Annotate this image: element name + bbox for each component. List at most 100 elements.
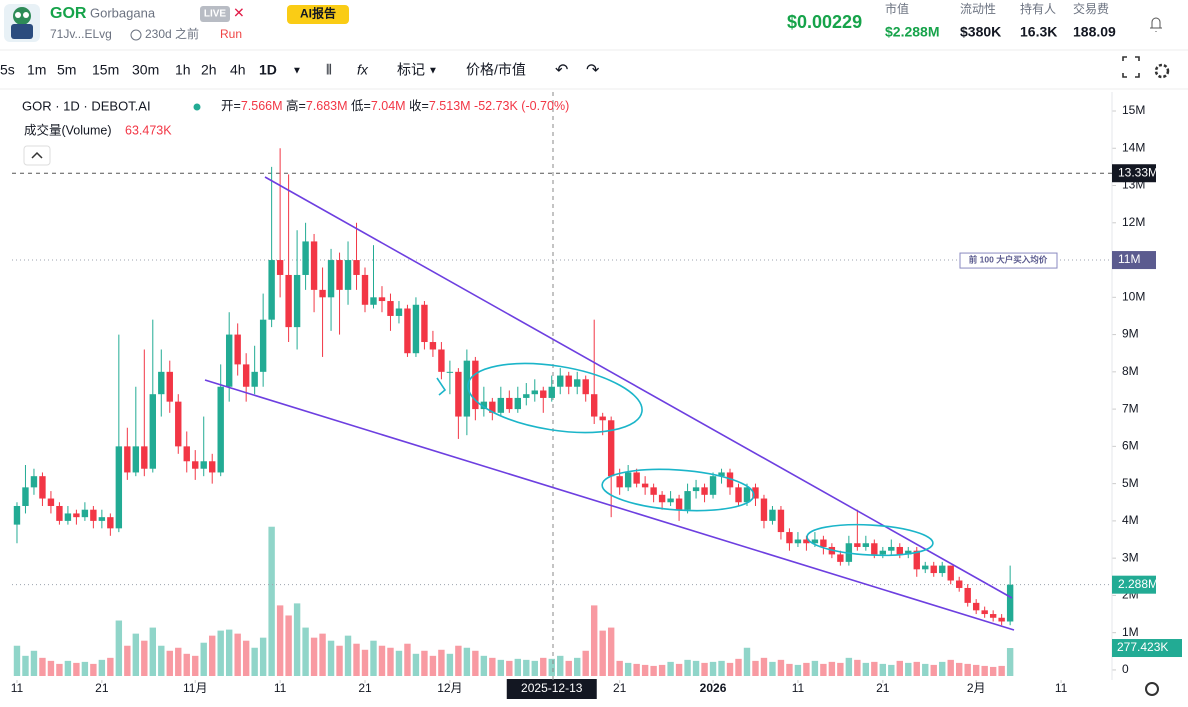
interval[interactable]: 4h [230, 62, 246, 78]
candle-body [1006, 584, 1014, 622]
x-tick-label: 2026 [700, 681, 727, 695]
volume-bar [548, 658, 555, 676]
interval[interactable]: 1D [259, 62, 277, 78]
stat-label: 交易费 [1073, 1, 1109, 16]
candle-body [616, 476, 623, 488]
collapse-icon [31, 151, 43, 159]
volume-bar [242, 640, 250, 676]
candle-body [675, 498, 683, 510]
ai-text: AI报告 [300, 6, 336, 21]
candle-body [820, 539, 827, 547]
volume-bar [30, 650, 38, 676]
fx-icon[interactable]: fx [357, 62, 369, 78]
volume-bar [786, 663, 793, 676]
ellipse [467, 362, 643, 434]
fullscreen[interactable] [1122, 56, 1140, 78]
volume-bar [616, 660, 623, 676]
candle-body [175, 401, 182, 447]
price-tag [1112, 251, 1156, 270]
candle-body [862, 543, 870, 547]
volume-bar [879, 663, 887, 676]
candle-body [446, 371, 454, 373]
candle-body [115, 446, 123, 529]
interval[interactable]: 1m [27, 62, 46, 78]
y-tick-label: 0 [1122, 662, 1129, 676]
candle-icon[interactable]: ⫴ [326, 62, 332, 78]
volume-bar [701, 662, 708, 676]
candle-body [599, 416, 606, 421]
bell[interactable] [1150, 17, 1162, 32]
candle-body [760, 498, 768, 521]
volume-bar [64, 660, 72, 676]
y-tick-label: 14M [1122, 140, 1145, 154]
volume-bar [353, 643, 360, 676]
interval[interactable]: 15m [92, 62, 119, 78]
candle-body [794, 539, 802, 544]
axis-settings[interactable] [1145, 682, 1159, 696]
stat-label: 流动性 [960, 2, 996, 16]
volume-bar [132, 633, 140, 676]
ohlc-label: 低= [351, 99, 371, 113]
redo[interactable]: ↷ [586, 62, 600, 79]
live-badge [200, 6, 230, 22]
x-tick-label: 12月 [437, 681, 462, 695]
candle-body [480, 401, 488, 410]
settings[interactable] [1154, 63, 1170, 79]
candle-body [242, 364, 250, 387]
candle-body [276, 260, 284, 275]
volume-bar [837, 662, 844, 676]
volume-bar [13, 645, 21, 676]
candle-body [455, 371, 462, 417]
candle-body [972, 602, 980, 611]
volume-bar [251, 647, 258, 676]
interval[interactable]: 1h [175, 62, 191, 78]
volume-bar [726, 662, 734, 676]
volume-tag-label: 277.423K [1117, 640, 1168, 654]
ellipse [806, 523, 934, 557]
candle-body [565, 375, 572, 387]
volume-bar [56, 663, 63, 676]
candle-body [319, 289, 326, 298]
y-tick-label: 9M [1122, 327, 1139, 341]
x-tick-label: 21 [613, 681, 627, 695]
stat-value: 188.09 [1073, 24, 1116, 40]
ai-badge[interactable] [287, 5, 349, 24]
volume-bar [752, 660, 759, 676]
marks[interactable]: 标记 [397, 62, 425, 78]
collapse-button[interactable] [23, 145, 51, 166]
volume-value: 63.473K [125, 123, 172, 137]
x-icon[interactable]: ✕ [233, 5, 245, 21]
volume-bar [141, 640, 148, 676]
volume-bar [319, 633, 326, 676]
undo[interactable]: ↶ [555, 62, 568, 79]
candle-body [540, 390, 547, 398]
volume-bar [327, 640, 335, 676]
candle-body [582, 379, 589, 395]
volume-bar [607, 627, 615, 676]
interval[interactable]: 2h [201, 62, 217, 78]
volume-bar [344, 635, 352, 676]
volume-bar [582, 650, 589, 676]
interval-caret[interactable]: ▼ [292, 66, 302, 77]
volume-bar [455, 645, 462, 676]
candle-body [463, 360, 471, 417]
volume-bar [39, 657, 46, 676]
candle-body [922, 565, 929, 570]
interval[interactable]: 5m [57, 62, 76, 78]
volume-bar [905, 662, 912, 676]
interval[interactable]: 30m [132, 62, 159, 78]
live-text: LIVE [204, 9, 227, 20]
candle-body [658, 494, 666, 503]
volume-bar [743, 647, 751, 676]
run: Run [220, 27, 242, 41]
candle-body [964, 587, 971, 603]
candle-body [514, 397, 522, 410]
volume-bar [268, 526, 275, 676]
volume-bar [760, 657, 768, 676]
drawings [204, 176, 1015, 631]
mode[interactable]: 价格/市值 [466, 62, 526, 78]
interval[interactable]: 5s [0, 62, 15, 78]
candle-body [989, 614, 997, 618]
token-name: Gorbagana [90, 5, 156, 20]
